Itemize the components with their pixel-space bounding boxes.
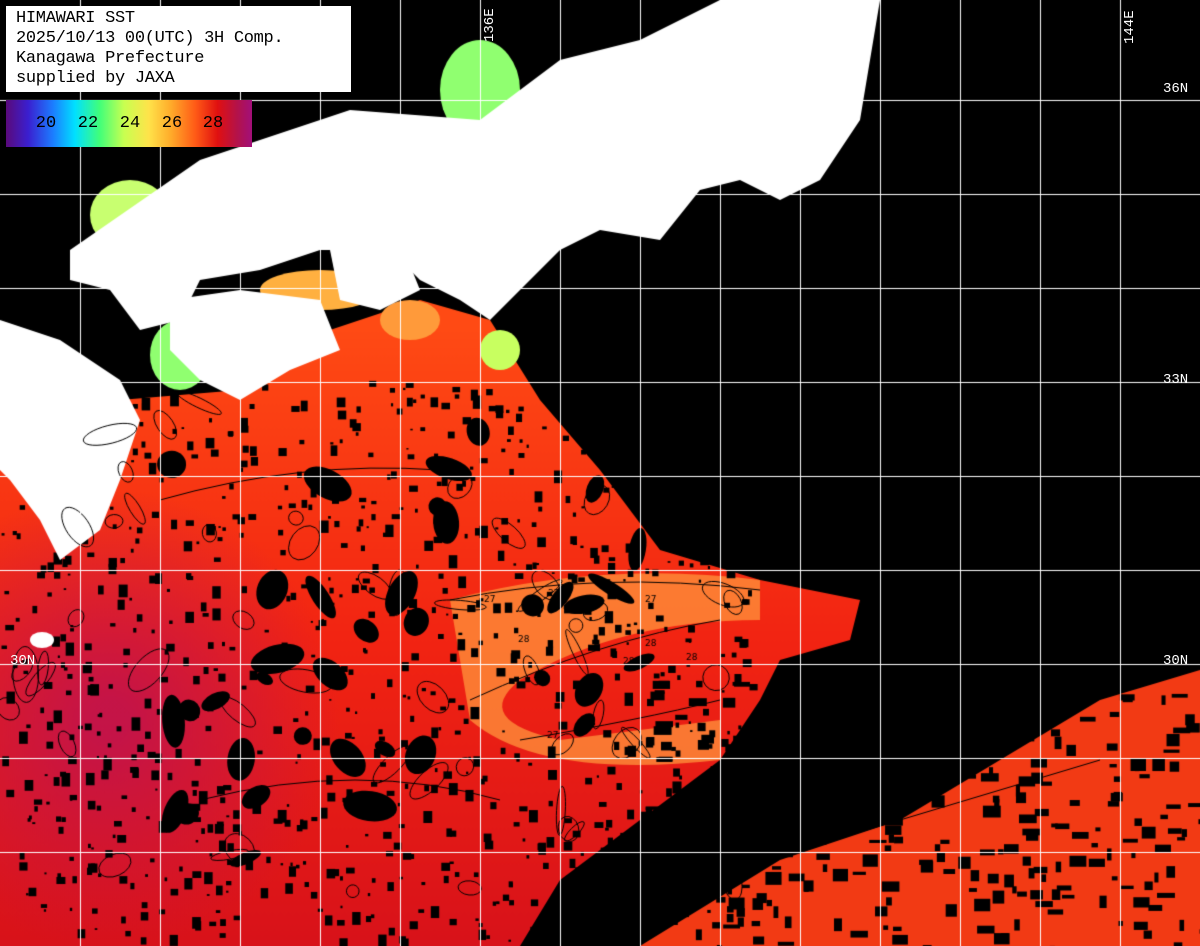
lon-label-136e: 136E xyxy=(482,8,498,42)
color-scale-tick-24: 24 xyxy=(119,114,141,133)
color-scale-tick-26: 26 xyxy=(161,114,183,133)
lat-label-30n-left: 30N xyxy=(10,653,36,669)
color-scale-tick-20: 20 xyxy=(35,114,57,133)
title-box: HIMAWARI SST 2025/10/13 00(UTC) 3H Comp.… xyxy=(6,6,351,92)
title-date: 2025/10/13 00(UTC) 3H Comp. xyxy=(16,29,284,48)
color-scale-tick-22: 22 xyxy=(77,114,99,133)
lat-label-36n: 36N xyxy=(1163,81,1189,97)
title-prefecture: Kanagawa Prefecture xyxy=(16,49,205,68)
title-product: HIMAWARI SST xyxy=(16,9,135,28)
lon-label-144e: 144E xyxy=(1122,10,1138,44)
title-source: supplied by JAXA xyxy=(16,69,175,88)
color-scale-bar: 20 22 24 26 28 xyxy=(6,100,252,147)
lat-label-33n: 33N xyxy=(1163,372,1189,388)
lat-label-30n-right: 30N xyxy=(1163,653,1189,669)
color-scale-tick-28: 28 xyxy=(202,114,224,133)
